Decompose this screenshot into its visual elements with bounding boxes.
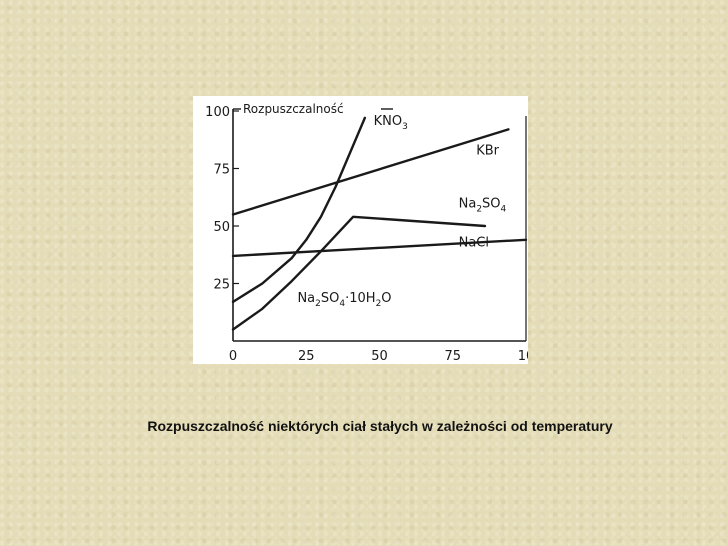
y-axis-label: Rozpuszczalność <box>243 102 344 116</box>
y-tick-label: 25 <box>213 278 230 293</box>
series-label: Na2SO4 <box>459 197 507 215</box>
series-line <box>231 128 510 216</box>
y-tick-label: 50 <box>213 220 230 235</box>
curve-annotation: Na2SO4·10H2O <box>297 291 391 309</box>
series-line <box>231 116 367 304</box>
series-label: NaCl <box>459 236 489 251</box>
y-tick-label: 75 <box>213 163 230 178</box>
x-tick-label: 25 <box>298 349 315 364</box>
slide-caption: Rozpuszczalność niektórych ciał stałych … <box>147 418 613 434</box>
series-line <box>231 238 528 258</box>
x-tick-label: 10 <box>518 349 528 364</box>
series-label: KNO3 <box>374 114 408 132</box>
y-tick-label: 100 <box>205 105 230 120</box>
x-tick-label: 75 <box>444 349 461 364</box>
chart-panel: Rozpuszczalność 100 75 50 25 0 25 50 75 10 KNO3 KBr… <box>193 96 528 364</box>
solubility-chart: Rozpuszczalność 100 75 50 25 0 25 50 75 10 KNO3 KBr… <box>205 102 528 364</box>
x-tick-label: 50 <box>371 349 388 364</box>
x-tick-label: 0 <box>229 349 237 364</box>
series-label: KBr <box>476 144 499 159</box>
series-line <box>231 215 487 331</box>
